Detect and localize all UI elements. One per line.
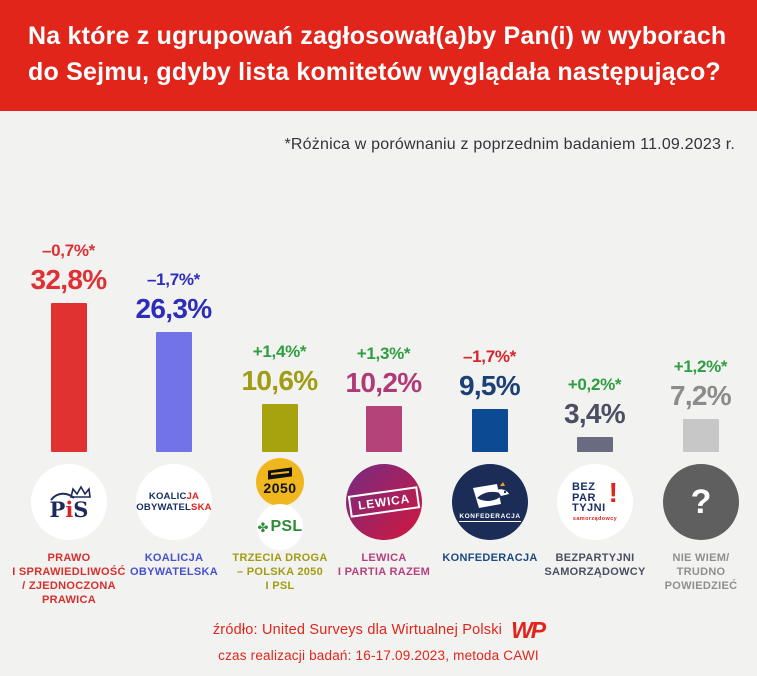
bar-lewica <box>365 406 402 452</box>
exclamation-icon: ! <box>608 477 618 509</box>
bar-trzecia-droga <box>261 404 298 452</box>
lewica-logo-text: LEWICA <box>347 486 421 518</box>
ko-logo: KOALICJA OBYWATELSKA <box>136 464 212 540</box>
party-name-konfederacja: KONFEDERACJA <box>442 552 538 564</box>
konfederacja-logo-text: KONFEDERACJA <box>459 513 521 522</box>
bar-column-konfederacja: –1,7%* 9,5% <box>437 225 542 452</box>
bar-konfederacja <box>471 409 508 452</box>
value-label: 10,2% <box>345 367 423 398</box>
change-label: –1,7%* <box>146 270 201 289</box>
value-label: 9,5% <box>458 370 521 401</box>
psl-logo-text: PSL <box>270 518 303 535</box>
source-text: źródło: United Surveys dla Wirtualnej Po… <box>212 622 503 638</box>
ko-logo-line2: OBYWATELSKA <box>136 502 212 513</box>
value-label: 10,6% <box>241 365 319 396</box>
party-name-ko: KOALICJA OBYWATELSKA <box>129 552 219 578</box>
bar-column-lewica: +1,3%* 10,2% <box>331 225 436 452</box>
bar-bezpartyjni <box>576 437 613 452</box>
konfederacja-logo: KONFEDERACJA <box>452 464 528 540</box>
polska2050-logo: 2050 <box>256 458 304 506</box>
party-name-lewica: LEWICA I PARTIA RAZEM <box>337 552 431 578</box>
bar-column-bezpartyjni: +0,2%* 3,4% <box>542 225 647 452</box>
header-banner: Na które z ugrupowań zagłosował(a)by Pan… <box>0 0 757 111</box>
change-label: +1,3%* <box>356 344 411 363</box>
question-mark-icon: ? <box>690 482 712 521</box>
eagle-icon <box>473 482 509 508</box>
wp-logo: WP <box>511 617 546 643</box>
party-name-trzecia-droga: TRZECIA DROGA – POLSKA 2050 I PSL <box>232 552 328 592</box>
bar-column-ko: –1,7%* 26,3% <box>121 225 226 452</box>
change-label: +0,2%* <box>567 375 622 394</box>
change-label: –0,7%* <box>41 241 96 260</box>
comparison-note: *Różnica w porównaniu z poprzednim badan… <box>284 136 735 153</box>
ko-logo-line1: KOALICJA <box>148 491 200 502</box>
pis-logo-text: PiS <box>49 497 89 522</box>
change-label: +1,4%* <box>252 342 307 361</box>
page-title-line1: Na które z ugrupowań zagłosował(a)by Pan… <box>28 22 727 50</box>
change-label: –1,7%* <box>462 347 517 366</box>
value-label: 32,8% <box>30 264 108 295</box>
polska2050-logo-text: 2050 <box>263 479 297 496</box>
value-label: 7,2% <box>669 380 732 411</box>
psl-logo: ✤ PSL <box>257 504 303 550</box>
bezpartyjni-logo: BEZ PAR TYJNI ! samorządowcy <box>557 464 633 540</box>
bezpartyjni-logo-subtext: samorządowcy <box>572 515 618 522</box>
bar-column-niewiem: +1,2%* 7,2% <box>648 225 753 452</box>
clover-icon: ✤ <box>257 519 269 535</box>
bar-pis <box>50 303 87 452</box>
bar-niewiem <box>682 419 719 452</box>
pis-eagle-crown-icon <box>50 485 91 501</box>
value-label: 26,3% <box>135 293 213 324</box>
pis-logo: PiS <box>31 464 107 540</box>
flag-icon <box>268 466 292 480</box>
lewica-logo: LEWICA <box>346 464 422 540</box>
bar-ko <box>155 332 192 452</box>
page-title-line2: do Sejmu, gdyby lista komitetów wyglądał… <box>28 58 721 86</box>
party-name-niewiem: NIE WIEM/ TRUDNO POWIEDZIEĆ <box>664 552 738 592</box>
source-line: źródło: United Surveys dla Wirtualnej Po… <box>0 617 757 643</box>
party-name-bezpartyjni: BEZPARTYJNI SAMORZĄDOWCY <box>544 552 646 578</box>
bar-column-trzecia-droga: +1,4%* 10,6% <box>227 225 332 452</box>
bezpartyjni-logo-text: BEZ PAR TYJNI <box>571 481 606 515</box>
survey-details: czas realizacji badań: 16-17.09.2023, me… <box>218 648 539 663</box>
niewiem-logo: ? <box>663 464 739 540</box>
change-label: +1,2%* <box>673 357 728 376</box>
bar-column-pis: –0,7%* 32,8% <box>16 225 121 452</box>
value-label: 3,4% <box>563 398 626 429</box>
party-name-pis: PRAWO I SPRAWIEDLIWOŚĆ / ZJEDNOCZONA PRA… <box>12 552 126 606</box>
